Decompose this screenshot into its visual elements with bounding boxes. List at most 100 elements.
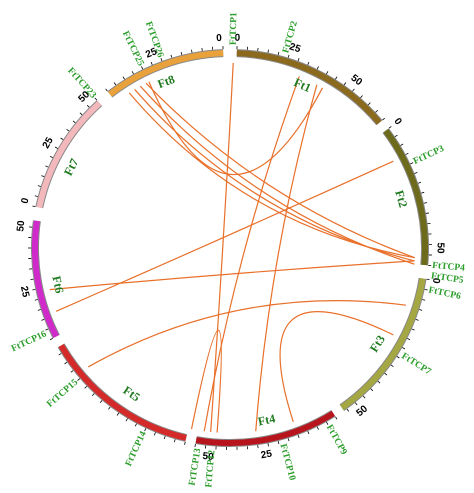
scale-tick: [54, 146, 58, 149]
scale-tick: [160, 58, 163, 62]
scale-tick: [423, 202, 427, 204]
scale-tick: [72, 120, 76, 124]
chromosome-label: Ft7: [61, 156, 81, 178]
gene-label: FtTCP10: [278, 443, 297, 482]
scale-tick: [277, 440, 280, 445]
scale-tick: [84, 385, 88, 389]
link: [255, 84, 318, 432]
scale-tick: [297, 434, 300, 438]
scale-tick: [116, 412, 120, 416]
chromosome-label: Ft5: [121, 383, 143, 404]
scale-tick: [170, 54, 173, 58]
scale-tick: [316, 66, 319, 70]
link: [148, 81, 324, 176]
scale-tick: [58, 353, 62, 356]
gene-label: FtTCP5: [430, 271, 464, 285]
scale-tick: [131, 71, 134, 75]
scale-tick: [64, 361, 68, 365]
scale-tick: [108, 406, 111, 410]
chromosome-arc: [195, 410, 335, 446]
scale-tick: [400, 143, 404, 146]
chromosome-label: Ft6: [49, 275, 66, 295]
scale-tick: [352, 88, 355, 92]
chromosome-arcs: [28, 46, 432, 450]
link: [145, 82, 415, 259]
chromosome-arc: [32, 220, 59, 338]
scale-tick: [326, 421, 329, 425]
scale-tick: [414, 171, 418, 174]
scale-tick: [267, 443, 269, 447]
scale-tick: [367, 102, 371, 106]
scale-tick: [421, 191, 425, 194]
gene-label: FtTCP12: [204, 450, 217, 488]
chromosome-arc-outline: [35, 100, 103, 209]
scale-tick: [32, 288, 36, 291]
scale-tick: [125, 418, 128, 422]
scale-tick: [335, 76, 338, 80]
scale-tick: [415, 318, 419, 321]
scale-tick: [277, 51, 280, 56]
scale-tick: [191, 49, 193, 53]
scale-tick: [34, 299, 38, 301]
scale-tick: [70, 370, 74, 373]
link: [87, 300, 407, 368]
scale-tick: [410, 162, 414, 165]
link: [203, 76, 300, 432]
scale-tick: [377, 380, 381, 384]
collinearity-links: [49, 62, 415, 433]
scale-tick: [144, 428, 147, 432]
scale-tick: [297, 58, 300, 62]
chromosome-arc: [36, 100, 102, 209]
scale-tick: [362, 395, 366, 399]
scale-tick: [134, 423, 137, 427]
scale-tick: [425, 212, 430, 214]
scale-tick: [402, 347, 406, 350]
link: [190, 329, 222, 433]
scale-tick: [141, 66, 144, 70]
tick-label: 0: [234, 33, 240, 44]
scale-tick: [307, 61, 310, 65]
gene-label: FtTCP1: [229, 12, 240, 45]
scale-tick: [419, 309, 423, 311]
scale-tick: [113, 82, 117, 86]
scale-tick: [343, 82, 347, 86]
scale-tick: [153, 432, 156, 436]
gene-label: FtTCP25: [120, 30, 146, 68]
scale-tick: [316, 426, 319, 430]
gene-label: FtTCP6: [427, 285, 461, 302]
scale-tick: [384, 372, 388, 376]
scale-tick: [32, 205, 36, 208]
scale-tick: [49, 337, 53, 341]
tick-label: 0: [216, 33, 223, 44]
scale-tick: [382, 117, 385, 121]
chromosome-arc: [236, 50, 382, 125]
scale-tick: [105, 88, 108, 92]
scale-tick: [91, 393, 95, 397]
chromosome-label: Ft8: [156, 72, 177, 91]
gene-label: FtTCP3: [412, 144, 446, 167]
scale-tick: [360, 95, 363, 99]
scale-tick: [267, 49, 269, 53]
scale-tick: [60, 137, 64, 140]
gene-label: FtTCP16: [10, 329, 48, 354]
link: [55, 160, 394, 312]
scale-tick: [150, 61, 153, 65]
chromosome-label: Ft1: [292, 75, 314, 95]
scale-tick: [354, 402, 358, 406]
scale-tick: [37, 185, 41, 187]
tick-label: 25: [288, 41, 302, 55]
scale-tick: [418, 181, 422, 184]
scale-tick: [390, 364, 394, 368]
scale-tick: [407, 337, 411, 341]
scale-tick: [424, 288, 428, 291]
scale-tick: [326, 71, 329, 75]
chromosome-arc: [340, 278, 426, 411]
tick-label: 0: [432, 277, 444, 285]
scale-tick: [41, 175, 45, 178]
tick-label: 50: [202, 451, 215, 463]
scale-tick: [411, 328, 415, 331]
tick-label: 50: [349, 73, 365, 89]
tick-label: 25: [144, 46, 159, 61]
scale-tick: [99, 400, 103, 403]
